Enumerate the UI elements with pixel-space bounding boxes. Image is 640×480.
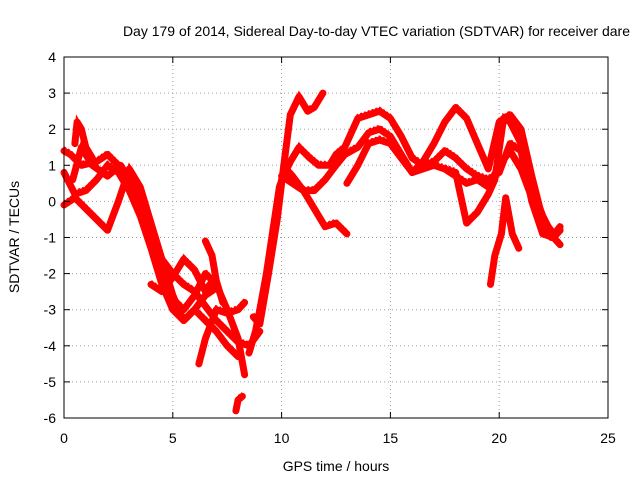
series-trace-6-markers — [150, 253, 212, 292]
series-trace-14-markers — [345, 102, 555, 232]
series-trace-6 — [147, 255, 214, 296]
y-tick-label: 4 — [48, 49, 56, 65]
series-trace-15 — [441, 114, 564, 249]
x-tick-label: 0 — [60, 430, 68, 446]
series-trace-7-markers — [197, 298, 246, 362]
y-tick-label: -1 — [44, 230, 57, 246]
y-tick-label: -2 — [44, 266, 57, 282]
x-tick-label: 15 — [383, 430, 399, 446]
series-trace-11-markers — [252, 89, 325, 325]
series-trace-13 — [278, 172, 351, 238]
x-tick-label: 25 — [600, 430, 616, 446]
series-trace-7 — [195, 299, 249, 368]
series-trace-1-markers — [63, 146, 261, 345]
series-trace-8 — [201, 237, 227, 306]
y-tick-label: 2 — [48, 121, 56, 137]
y-tick-label: -4 — [44, 338, 57, 354]
series-trace-13-markers — [280, 171, 348, 232]
series-trace-15-markers — [444, 113, 562, 243]
series-trace-5-markers — [73, 114, 94, 156]
y-tick-label: -5 — [44, 374, 57, 390]
tick-layer: 0 5 10 15 20 25 -6 -5 -4 -3 -2 -1 0 1 2 3 4 — [44, 49, 616, 446]
x-tick-label: 5 — [169, 430, 177, 446]
x-tick-label: 10 — [274, 430, 290, 446]
x-tick-label: 20 — [491, 430, 507, 446]
chart-title: Day 179 of 2014, Sidereal Day-to-day VTE… — [123, 23, 630, 39]
x-axis-label: GPS time / hours — [283, 458, 390, 474]
series-trace-14 — [343, 104, 558, 238]
y-tick-label: 0 — [48, 193, 56, 209]
series-layer — [60, 89, 564, 415]
y-tick-label: -6 — [44, 410, 57, 426]
y-tick-label: 1 — [48, 157, 56, 173]
y-tick-label: 3 — [48, 85, 56, 101]
series-trace-12 — [269, 107, 564, 241]
series-trace-3-markers — [63, 162, 218, 321]
series-trace-16-markers — [489, 194, 521, 282]
y-tick-label: -3 — [44, 302, 57, 318]
y-axis-label: SDTVAR / TECUs — [6, 181, 22, 293]
series-trace-8-markers — [204, 237, 225, 300]
